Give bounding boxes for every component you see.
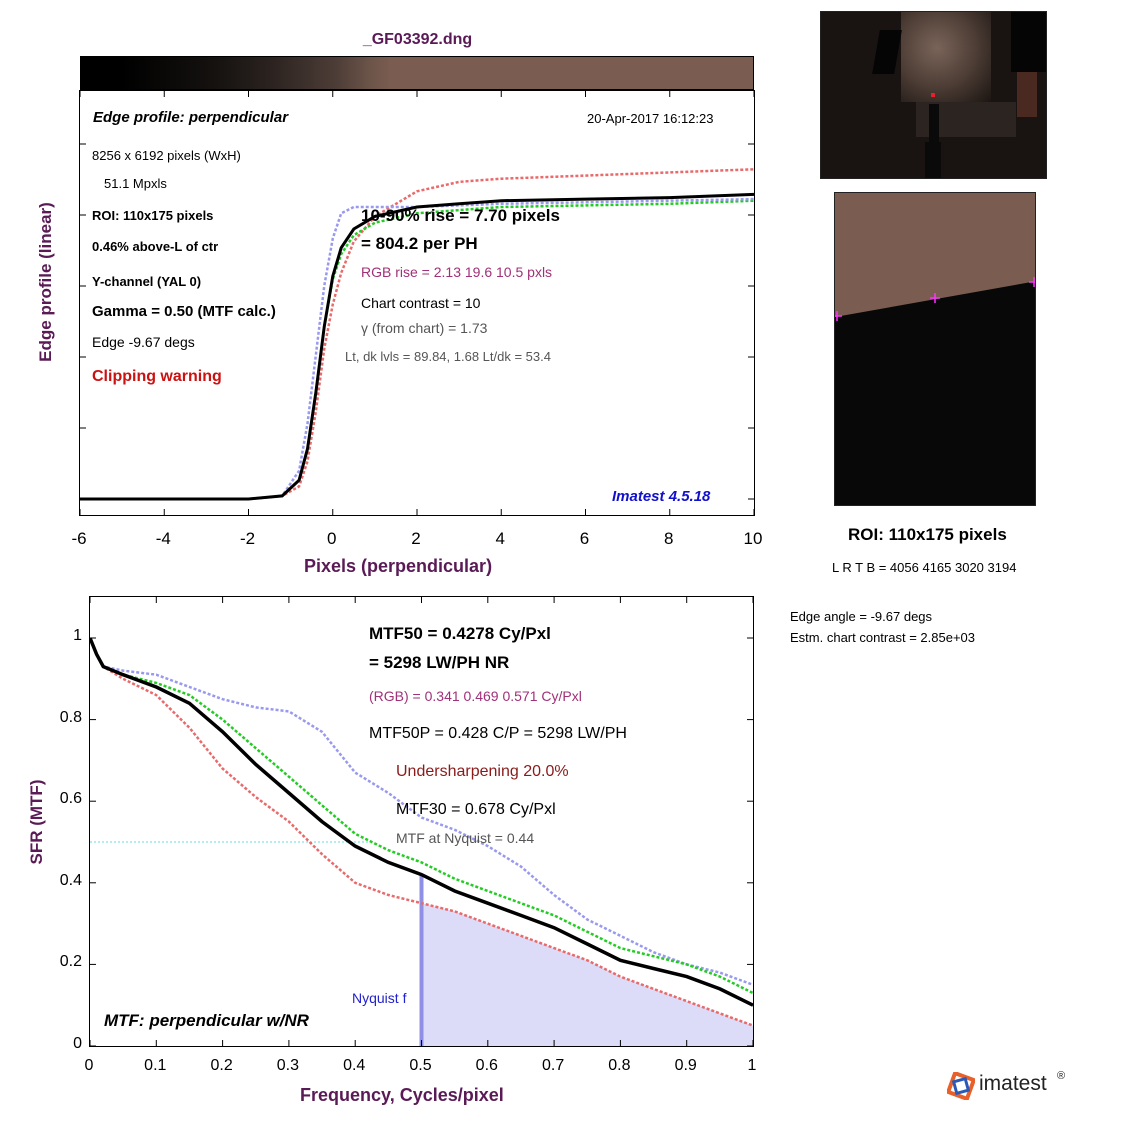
mtf-ytick-label: 0.6 [59, 790, 82, 808]
imatest-version: Imatest 4.5.18 [612, 488, 711, 505]
chart-contrast-estimate: Estm. chart contrast = 2.85e+03 [790, 630, 975, 645]
mtf-xtick-label: 0.2 [210, 1057, 233, 1074]
edge-ticks [80, 91, 754, 515]
mtf-xtick-label: 0 [84, 1057, 94, 1074]
mtf50-rgb: (RGB) = 0.341 0.469 0.571 Cy/Pxl [369, 688, 582, 704]
light-dark-levels: Lt, dk lvls = 89.84, 1.68 Lt/dk = 53.4 [345, 349, 551, 364]
mtf-xtick-label: 0.7 [541, 1057, 565, 1074]
roi-size: ROI: 110x175 pixels [92, 208, 214, 223]
edge-angle: Edge -9.67 degs [92, 334, 195, 350]
mtf-xtick-label: 0.3 [276, 1057, 300, 1074]
mtf-curve-red [90, 637, 753, 1027]
nyquist-label: Nyquist f [352, 990, 407, 1006]
roi-title: ROI: 110x175 pixels [848, 525, 1007, 544]
edge-curve-red [80, 168, 754, 501]
mtf-xtick-label: 0.4 [343, 1057, 366, 1074]
roi-edge-markers [835, 277, 1035, 321]
edge-xtick-label: 8 [664, 529, 674, 548]
roi-position: 0.46% above-L of ctr [92, 239, 219, 254]
mtf-xtick-label: 1 [747, 1057, 757, 1074]
mtf-at-nyquist: MTF at Nyquist = 0.44 [396, 830, 535, 846]
edge-curves [80, 168, 754, 501]
imatest-logo: imatest ® [947, 1070, 1077, 1102]
rgb-rise: RGB rise = 2.13 19.6 10.5 pxls [361, 264, 553, 280]
mtf-plot [89, 596, 754, 1047]
edge-panel-date: 20-Apr-2017 16:12:23 [587, 111, 714, 126]
mtf-xtick-label: 0.6 [475, 1057, 498, 1074]
edge-xtick-label: -2 [239, 529, 256, 548]
edge-curve-blue [80, 197, 754, 501]
mtf50p-value: MTF50P = 0.428 C/P = 5298 LW/PH [369, 725, 627, 742]
edge-profile-plot [79, 90, 755, 516]
mtf-xtick-label: 0.9 [674, 1057, 697, 1074]
edge-ylabel: Edge profile (linear) [36, 202, 55, 362]
edge-angle-info: Edge angle = -9.67 degs [790, 609, 933, 624]
mtf-xtick-label: 0.8 [608, 1057, 631, 1074]
edge-xlabel: Pixels (perpendicular) [304, 556, 493, 576]
mtf50-lwph: = 5298 LW/PH NR [369, 653, 510, 672]
mtf-curve-y [90, 637, 753, 1007]
mtf-xtick-label: 0.1 [144, 1057, 167, 1074]
mtf-panel-header: MTF: perpendicular w/NR [104, 1011, 309, 1030]
roi-light-region [835, 193, 1035, 317]
edge-gradient-strip [80, 56, 754, 90]
edge-xtick-label: 6 [579, 529, 590, 548]
mtf50-value: MTF50 = 0.4278 Cy/Pxl [369, 624, 551, 643]
mtf-ytick-label: 0.4 [59, 871, 82, 889]
edge-xtick-label: 2 [411, 529, 421, 548]
mtf-xlabel: Frequency, Cycles/pixel [300, 1085, 504, 1105]
edge-xtick-label: -6 [71, 529, 87, 548]
edge-xtick-label: -4 [155, 529, 171, 548]
imatest-logo-icon [947, 1072, 975, 1100]
scene-thumbnail [820, 11, 1047, 179]
mtf-ylabel: SFR (MTF) [27, 779, 46, 865]
mtf-ytick-label: 0 [73, 1035, 82, 1052]
clipping-warning: Clipping warning [92, 368, 222, 385]
chart-title: _GF03392.dng [362, 31, 473, 48]
mtf-curve-green [90, 637, 753, 995]
rise-distance: 10-90% rise = 7.70 pixels [361, 206, 560, 225]
mtf-curve-blue [90, 637, 753, 986]
edge-xtick-label: 0 [327, 529, 337, 548]
mtf30-value: MTF30 = 0.678 Cy/Pxl [396, 801, 556, 818]
megapixels: 51.1 Mpxls [104, 176, 167, 191]
gamma-from-chart: γ (from chart) = 1.73 [361, 320, 488, 336]
imatest-logo-text: imatest [979, 1072, 1047, 1095]
image-size: 8256 x 6192 pixels (WxH) [92, 148, 241, 163]
mtf-ytick-label: 0.2 [59, 953, 82, 971]
mtf-xtick-label: 0.5 [409, 1057, 432, 1074]
gamma-value: Gamma = 0.50 (MTF calc.) [92, 303, 276, 320]
edge-xtick-label: 10 [743, 529, 763, 548]
mtf-curves [90, 637, 753, 1027]
roi-thumbnail [834, 192, 1036, 506]
logo-registered-mark: ® [1057, 1070, 1066, 1082]
chart-contrast: Chart contrast = 10 [361, 295, 481, 311]
edge-curve-y [80, 192, 754, 501]
mtf-ticks [90, 597, 753, 1046]
channel-label: Y-channel (YAL 0) [92, 274, 202, 289]
mtf-ytick-label: 1 [73, 627, 82, 644]
nyquist-fill [421, 903, 753, 1046]
edge-panel-header: Edge profile: perpendicular [93, 109, 289, 126]
roi-coordinates: L R T B = 4056 4165 3020 3194 [832, 560, 1017, 575]
undersharpening: Undersharpening 20.0% [396, 763, 569, 780]
edge-xtick-label: 4 [495, 529, 505, 548]
rise-per-ph: = 804.2 per PH [361, 234, 478, 253]
mtf-ytick-label: 0.8 [59, 708, 82, 726]
